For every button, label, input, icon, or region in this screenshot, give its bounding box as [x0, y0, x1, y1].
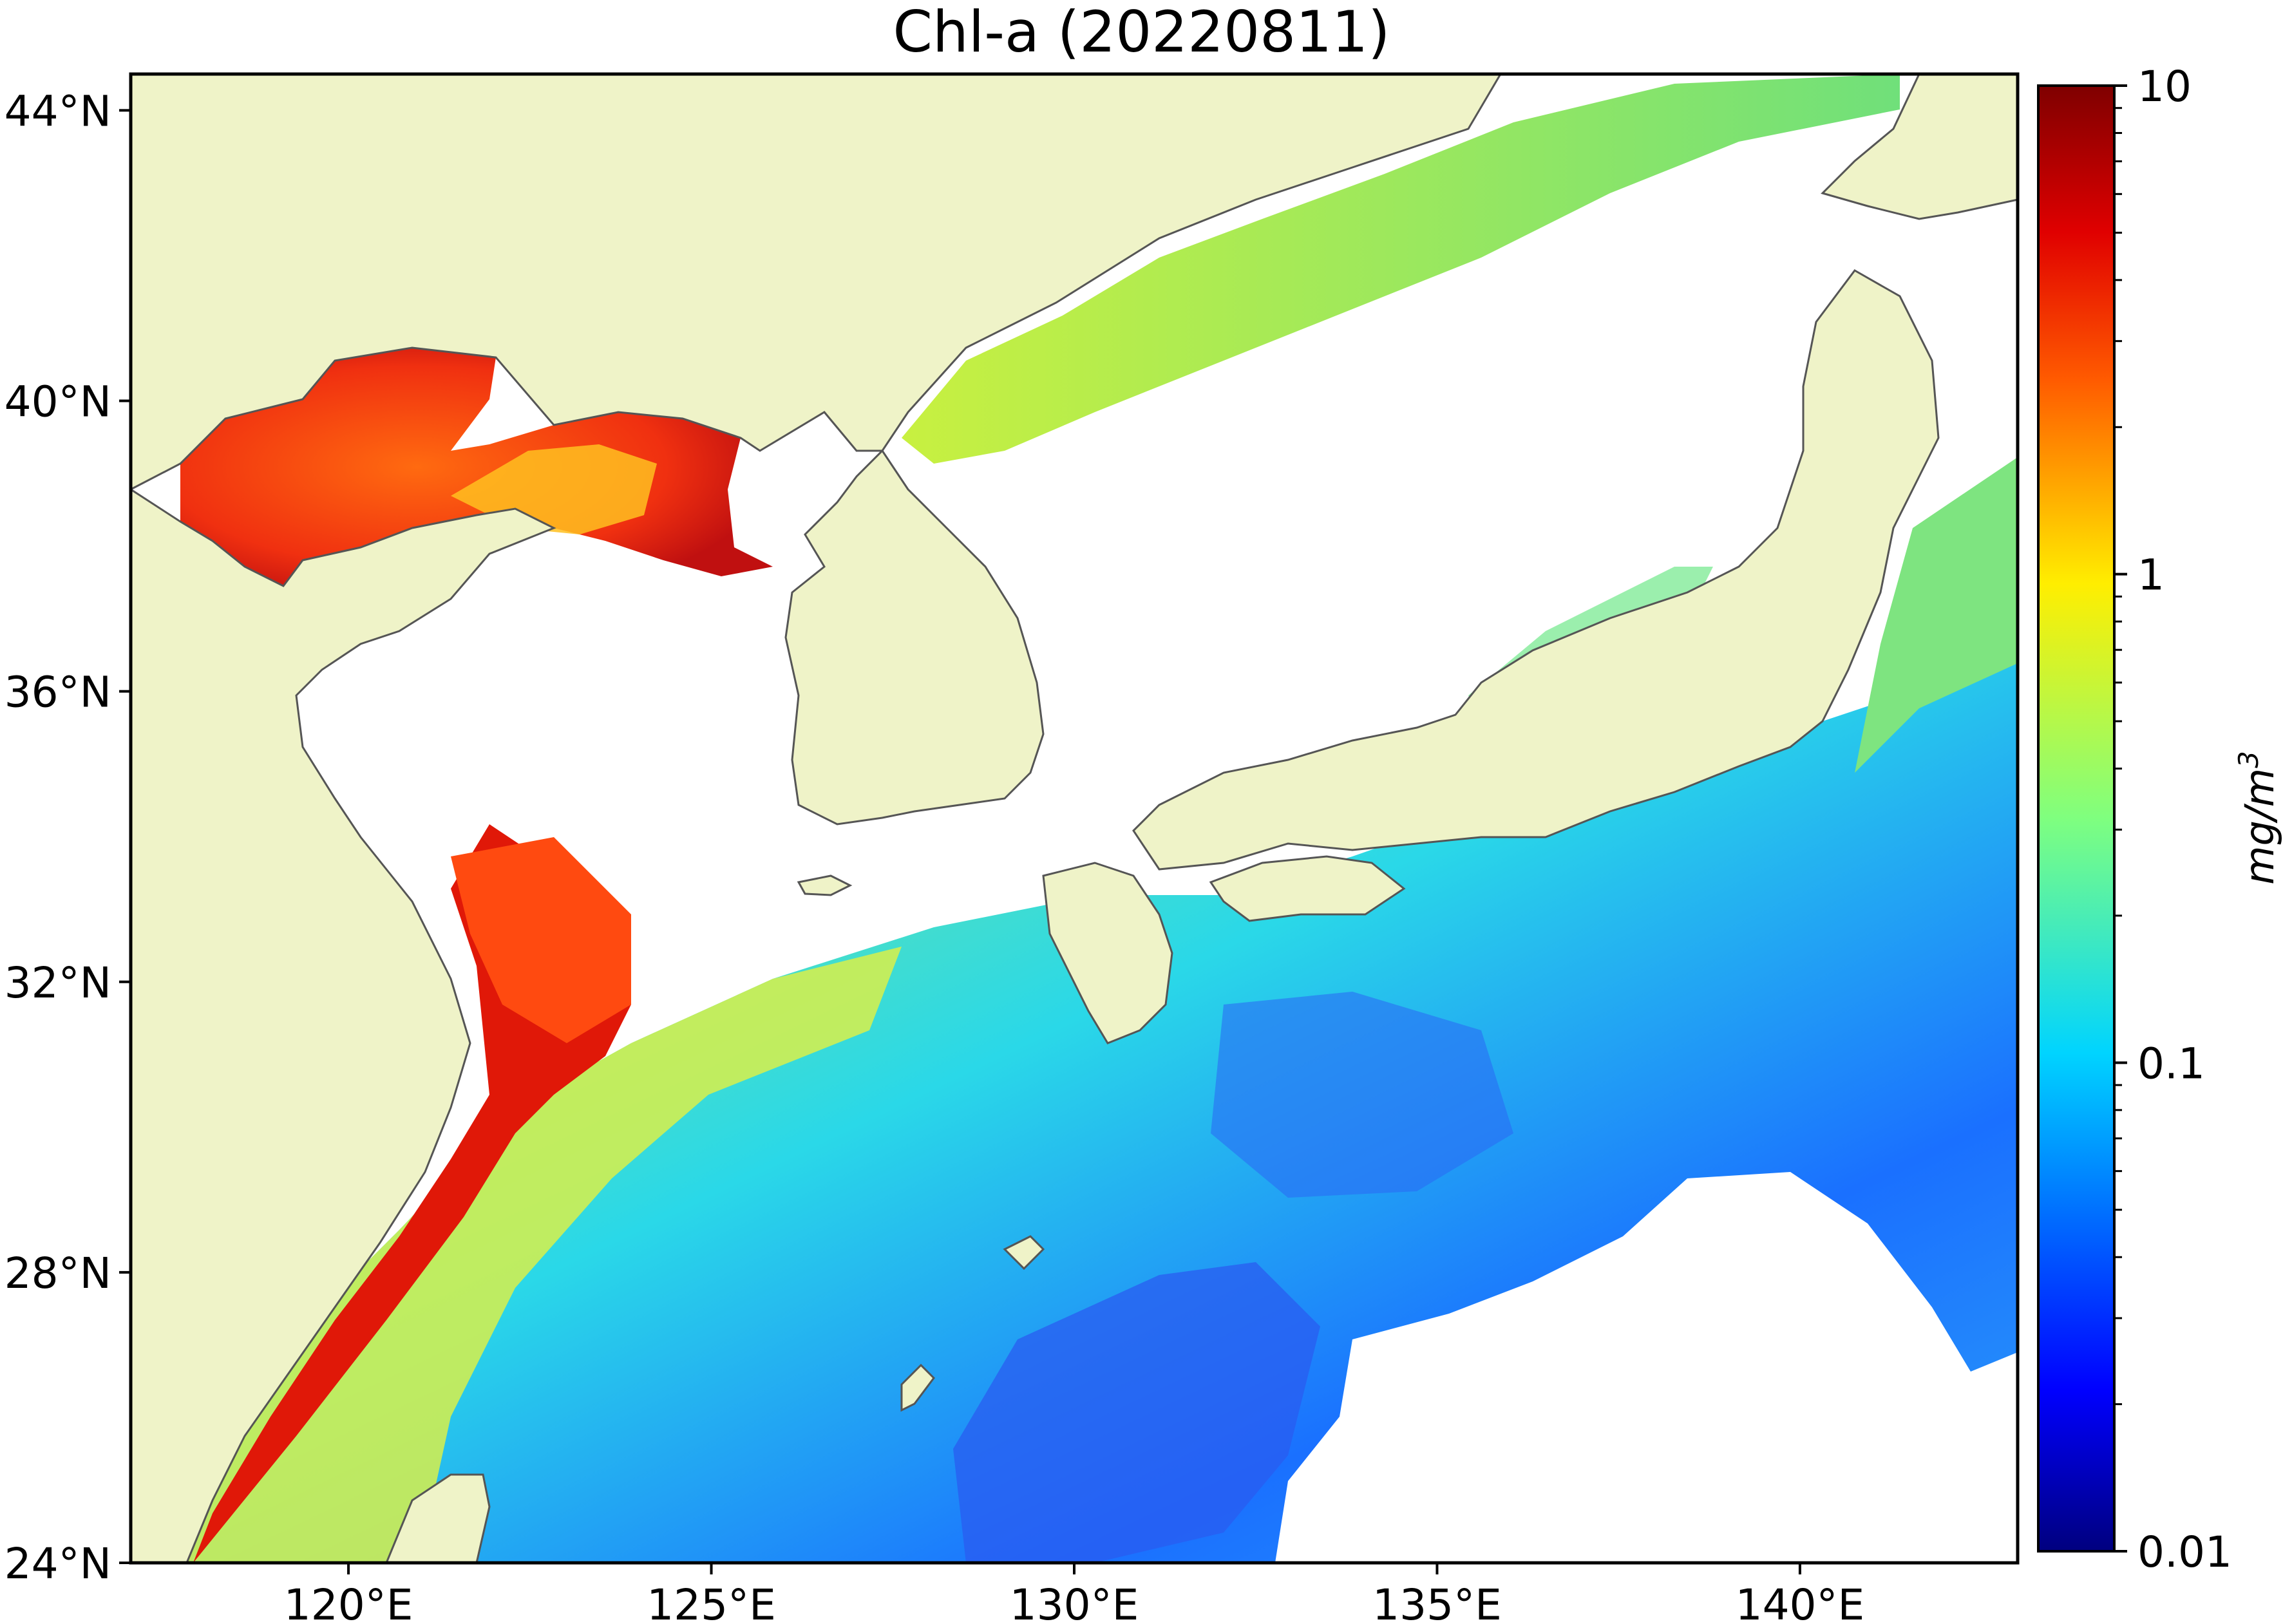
chl-field-east-china-sea: [131, 657, 2018, 1563]
colorbar-tick-label: 0.1: [2137, 1039, 2205, 1088]
colorbar-tick-label: 10: [2137, 62, 2192, 111]
chl-field-low-central: [1211, 992, 1513, 1198]
lon-tick-label: 120°E: [284, 1580, 413, 1624]
lon-tick-label: 135°E: [1372, 1580, 1502, 1624]
colorbar: [2037, 84, 2116, 1553]
colorbar-tick-label: 1: [2137, 551, 2165, 600]
chl-field-pacific-east: [1855, 457, 2018, 773]
lon-tick-label: 130°E: [1010, 1580, 1139, 1624]
land-japan-shikoku: [1209, 855, 1406, 922]
land-masses: [129, 73, 2019, 1564]
land-jeju: [797, 874, 853, 896]
chl-field-sea-of-japan-north: [902, 74, 1900, 464]
lon-tick-label: 140°E: [1736, 1580, 1865, 1624]
colorbar-axis: 10 1 0.1 0.01: [2114, 62, 2232, 1577]
chl-field-low-south: [953, 1262, 1320, 1563]
land-japan-kyushu: [1042, 862, 1173, 1044]
lon-tick-label: 125°E: [647, 1580, 776, 1624]
land-amami: [1003, 1235, 1045, 1270]
lat-tick-label: 24°N: [5, 1539, 111, 1589]
chl-field-shelf: [131, 947, 902, 1563]
lat-tick-label: 44°N: [5, 86, 111, 136]
land-korea: [784, 449, 1045, 826]
colorbar-unit-label: mg/m3: [2233, 751, 2283, 885]
chl-field-yangtze-plume: [451, 837, 631, 1043]
chl-field-bohai: [180, 348, 773, 586]
latitude-axis: 24°N 28°N 32°N 36°N 40°N 44°N: [5, 86, 131, 1589]
land-japan-honshu: [1132, 269, 1940, 871]
map-title: Chl-a (20220811): [893, 0, 1390, 65]
colorbar-tick-label: 0.01: [2137, 1527, 2232, 1577]
land-china-north: [129, 73, 1502, 491]
lat-tick-label: 32°N: [5, 958, 111, 1008]
land-china-shandong: [129, 487, 556, 1564]
lat-tick-label: 36°N: [5, 668, 111, 717]
longitude-axis: 120°E 125°E 130°E 135°E 140°E: [284, 1563, 1865, 1624]
lat-tick-label: 28°N: [5, 1249, 111, 1298]
lat-tick-label: 40°N: [5, 377, 111, 427]
land-okinawa: [900, 1363, 935, 1412]
